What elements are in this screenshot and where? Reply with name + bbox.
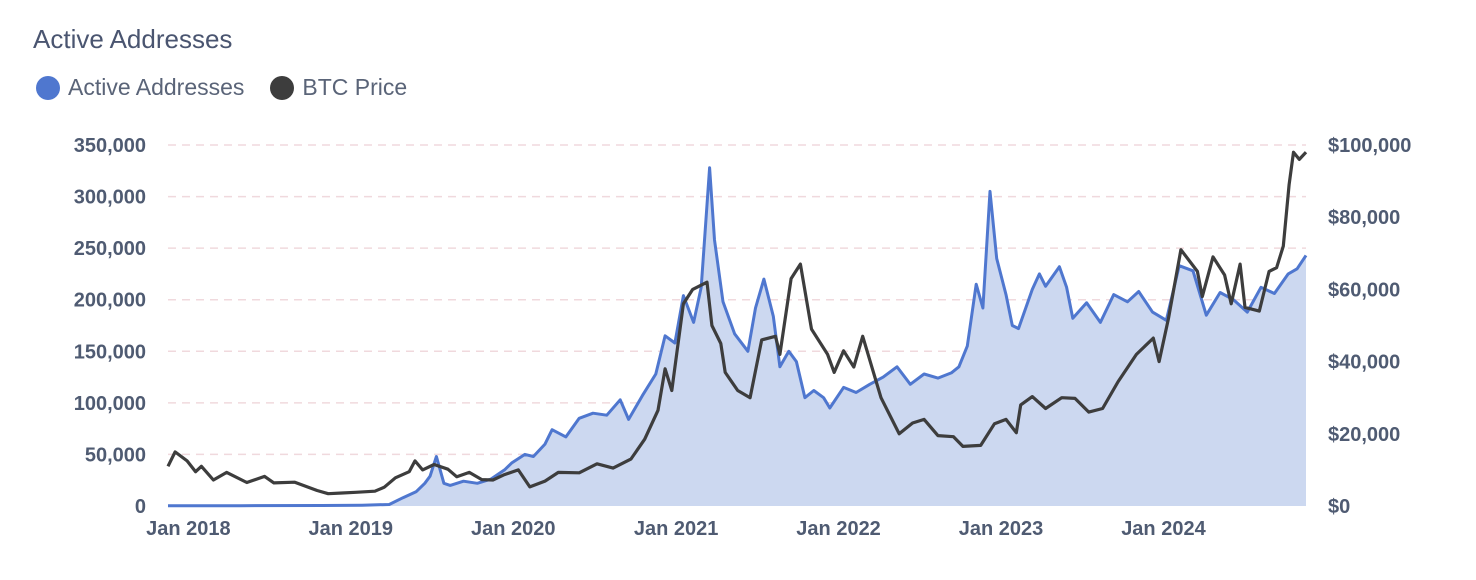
chart-legend: Active Addresses BTC Price [36,74,433,101]
y-right-tick-label: $0 [1328,496,1350,518]
x-tick-label: Jan 2019 [309,518,394,540]
y-left-tick-label: 350,000 [74,135,146,157]
y-left-tick-label: 150,000 [74,341,146,363]
x-tick-label: Jan 2024 [1121,518,1206,540]
legend-label-btc-price: BTC Price [302,74,408,100]
y-left-tick-label: 250,000 [74,238,146,260]
y-right-tick-label: $80,000 [1328,207,1400,229]
x-tick-label: Jan 2022 [796,518,881,540]
y-left-tick-label: 100,000 [74,393,146,415]
x-tick-label: Jan 2020 [471,518,556,540]
y-right-tick-label: $100,000 [1328,135,1411,157]
legend-label-active-addresses: Active Addresses [68,74,245,100]
legend-swatch-btc-price [270,75,295,100]
x-tick-label: Jan 2023 [959,518,1044,540]
y-right-tick-label: $60,000 [1328,279,1400,301]
x-tick-label: Jan 2021 [634,518,719,540]
chart-title: Active Addresses [33,24,233,54]
y-left-tick-label: 50,000 [85,444,146,466]
legend-item-btc-price[interactable]: BTC Price [270,74,407,101]
series-btc-price-line [166,150,1308,496]
y-left-tick-label: 200,000 [74,290,146,312]
legend-swatch-active-addresses [36,75,60,100]
y-right-tick-label: $40,000 [1328,352,1400,374]
legend-item-active-addresses[interactable]: Active Addresses [36,74,244,101]
x-tick-label: Jan 2018 [146,518,231,540]
series-active-addresses-line [167,166,1308,508]
y-left-tick-label: 300,000 [74,187,146,209]
y-left-tick-label: 0 [135,496,146,518]
series-active-addresses-area [168,167,1306,506]
y-right-tick-label: $20,000 [1328,424,1400,446]
